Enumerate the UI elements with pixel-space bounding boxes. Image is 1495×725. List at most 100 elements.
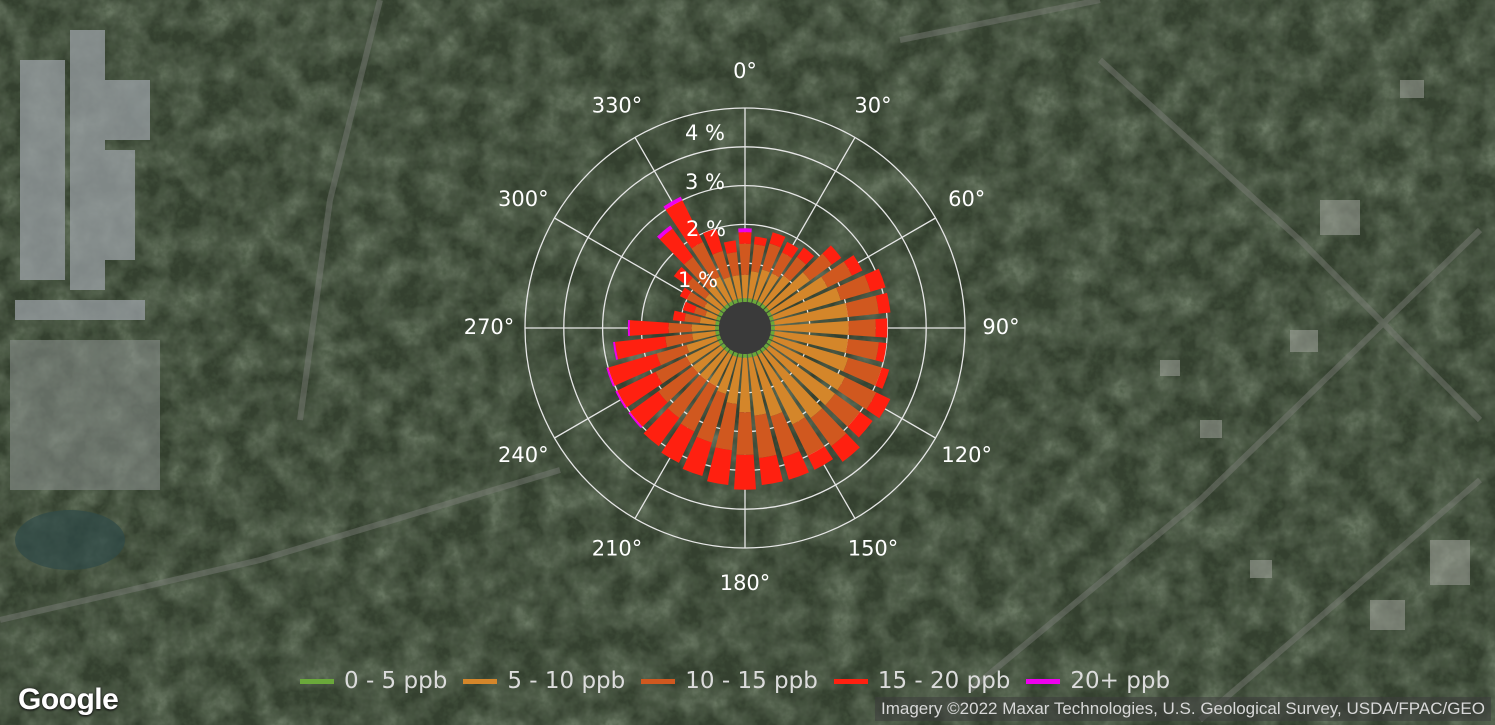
bar-190-bin-2 xyxy=(715,402,737,451)
google-logo: Google xyxy=(18,683,119,716)
bar-180-bin-2 xyxy=(736,412,754,455)
bar-350-bin-2 xyxy=(726,251,740,277)
bar-30-bin-1 xyxy=(758,273,779,304)
bar-220-bin-1 xyxy=(700,349,728,381)
bar-30-bin-3 xyxy=(782,241,799,259)
bar-100-bin-3 xyxy=(875,342,887,363)
bar-130-bin-3 xyxy=(847,411,873,438)
bar-280-bin-1 xyxy=(699,317,716,325)
bar-40-bin-2 xyxy=(783,256,807,282)
bar-330-bin-1 xyxy=(713,276,732,304)
bar-310-bin-2 xyxy=(686,277,710,299)
wind-rose-bars xyxy=(606,196,891,490)
bar-140-bin-2 xyxy=(810,408,847,447)
bar-70-bin-0 xyxy=(768,315,774,321)
bar-330-bin-3 xyxy=(665,200,703,249)
bar-210-bin-2 xyxy=(680,381,717,432)
bar-110-bin-1 xyxy=(772,336,849,372)
bar-250-bin-0 xyxy=(716,335,722,341)
bar-310-bin-3 xyxy=(673,266,693,286)
direction-label-90: 90° xyxy=(982,315,1019,339)
bar-240-bin-2 xyxy=(655,356,692,384)
bar-50-bin-1 xyxy=(766,272,810,311)
radial-label-1: 1 % xyxy=(678,268,718,292)
legend-label: 15 - 20 ppb xyxy=(877,668,1011,694)
bar-30-bin-2 xyxy=(771,252,792,278)
legend-item-0[interactable]: 0 - 5 ppb xyxy=(300,668,447,694)
bar-130-bin-2 xyxy=(825,393,861,427)
bar-40-bin-0 xyxy=(760,303,766,310)
bar-260-bin-1 xyxy=(692,331,716,341)
bar-220-bin-3 xyxy=(643,408,680,447)
bar-230-bin-4 xyxy=(628,411,643,429)
bar-220-bin-0 xyxy=(724,346,730,353)
bar-0-bin-2 xyxy=(739,243,751,275)
bar-10-bin-0 xyxy=(747,298,753,303)
calm-center xyxy=(719,302,771,354)
bar-260-bin-3 xyxy=(614,336,668,360)
legend-label: 20+ ppb xyxy=(1070,668,1171,694)
bar-280-bin-2 xyxy=(684,313,701,324)
direction-label-240: 240° xyxy=(498,443,549,467)
bar-300-bin-0 xyxy=(718,311,724,317)
radial-label-2: 2 % xyxy=(686,217,726,241)
bar-10-bin-2 xyxy=(751,244,766,273)
direction-label-150: 150° xyxy=(848,537,899,561)
bar-0-bin-0 xyxy=(742,298,748,303)
legend-label: 10 - 15 ppb xyxy=(685,668,818,694)
bar-80-bin-2 xyxy=(845,295,879,317)
bar-200-bin-0 xyxy=(732,351,738,357)
bar-60-bin-0 xyxy=(766,311,772,317)
direction-labels: 0° 30° 60° 90° 120° 150° 180° 210° 240° 270° 300° 3… xyxy=(464,59,1020,595)
bar-290-bin-0 xyxy=(716,315,722,321)
bar-340-bin-2 xyxy=(712,250,731,280)
legend-item-3[interactable]: 15 - 20 ppb xyxy=(833,668,1011,694)
legend-swatch xyxy=(1026,678,1061,684)
direction-label-0: 0° xyxy=(733,59,757,83)
bar-90-bin-3 xyxy=(875,318,888,338)
bar-40-bin-1 xyxy=(762,275,790,307)
map-attribution[interactable]: Imagery ©2022 Maxar Technologies, U.S. G… xyxy=(875,697,1491,721)
campus-buildings xyxy=(15,30,150,320)
legend: 0 - 5 ppb 5 - 10 ppb 10 - 15 ppb 15 - 20 pp… xyxy=(300,664,1186,698)
bar-290-bin-3 xyxy=(682,301,697,314)
legend-item-2[interactable]: 10 - 15 ppb xyxy=(641,668,818,694)
bar-110-bin-0 xyxy=(768,335,774,341)
bar-150-bin-1 xyxy=(758,352,805,425)
bar-140-bin-1 xyxy=(762,349,823,418)
bar-80-bin-0 xyxy=(770,320,775,326)
direction-label-120: 120° xyxy=(941,443,992,467)
bar-220-bin-2 xyxy=(667,374,707,418)
legend-item-1[interactable]: 5 - 10 ppb xyxy=(463,668,625,694)
bar-240-bin-1 xyxy=(686,341,721,365)
bar-270-bin-1 xyxy=(691,324,716,332)
bar-100-bin-1 xyxy=(774,331,849,353)
bar-290-bin-2 xyxy=(693,306,708,317)
bar-270-bin-2 xyxy=(668,322,692,334)
pond xyxy=(15,510,125,570)
bar-100-bin-2 xyxy=(845,339,879,361)
bar-340-bin-1 xyxy=(723,276,737,301)
direction-label-330: 330° xyxy=(592,93,643,117)
bar-250-bin-3 xyxy=(608,353,661,386)
direction-label-270: 270° xyxy=(464,315,515,339)
bar-60-bin-1 xyxy=(769,276,828,315)
bar-350-bin-1 xyxy=(732,275,742,299)
bar-140-bin-3 xyxy=(831,433,860,462)
legend-item-4[interactable]: 20+ ppb xyxy=(1026,668,1170,694)
bar-20-bin-3 xyxy=(769,232,786,248)
bar-270-bin-4 xyxy=(627,320,631,336)
bar-180-bin-0 xyxy=(742,353,748,358)
bar-260-bin-4 xyxy=(613,341,619,360)
bar-210-bin-1 xyxy=(708,352,732,387)
bar-320-bin-3 xyxy=(659,228,694,265)
bar-280-bin-0 xyxy=(715,320,720,326)
bar-20-bin-1 xyxy=(753,269,770,301)
bar-320-bin-4 xyxy=(657,225,673,240)
bar-40-bin-3 xyxy=(796,247,815,265)
bar-70-bin-2 xyxy=(836,275,871,301)
bar-300-bin-3 xyxy=(679,287,692,300)
bar-310-bin-1 xyxy=(705,293,724,311)
bar-170-bin-1 xyxy=(748,357,767,416)
